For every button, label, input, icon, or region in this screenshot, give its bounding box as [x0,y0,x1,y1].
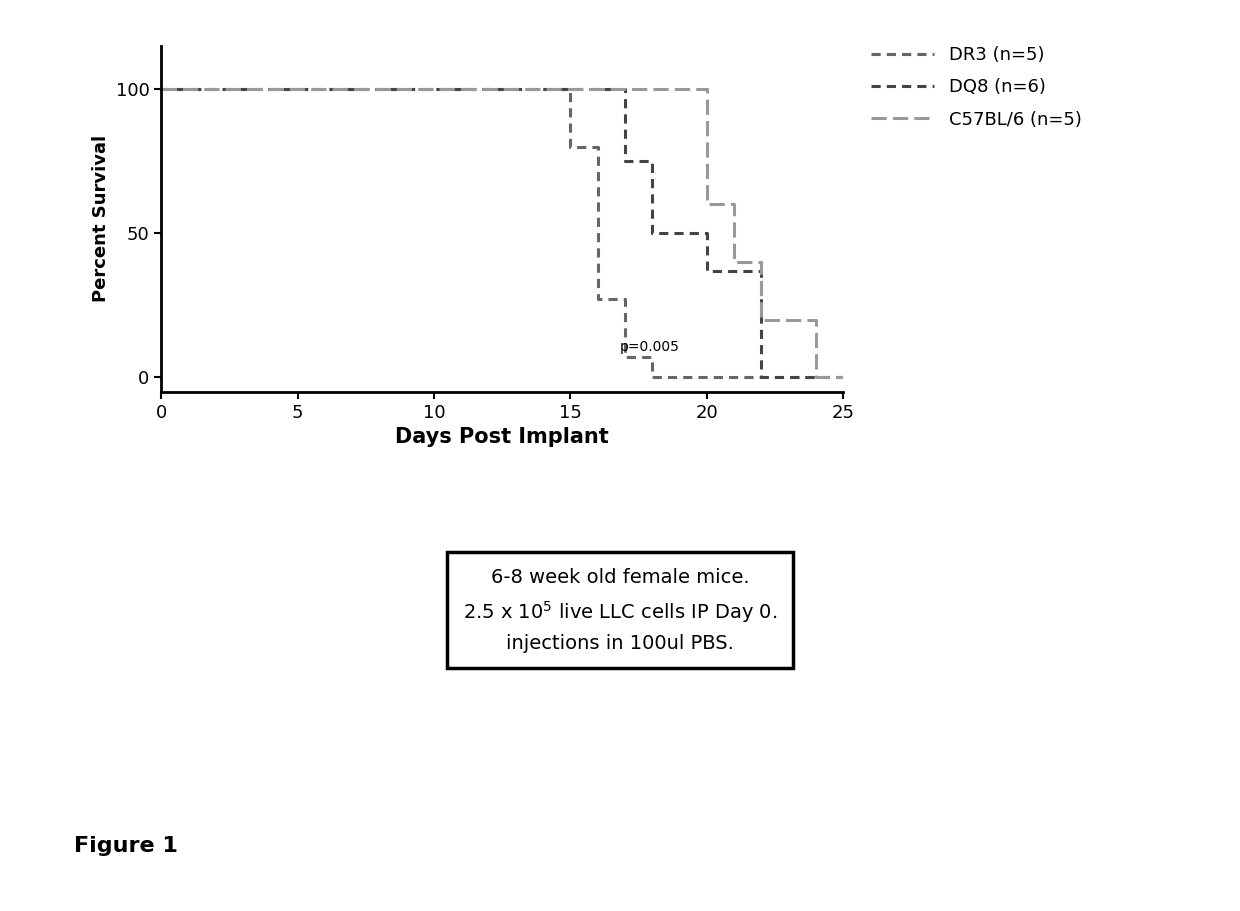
Y-axis label: Percent Survival: Percent Survival [92,135,110,302]
Text: p=0.005: p=0.005 [620,341,680,354]
X-axis label: Days Post Implant: Days Post Implant [396,427,609,447]
Text: Figure 1: Figure 1 [74,836,179,856]
Legend: DR3 (n=5), DQ8 (n=6), C57BL/6 (n=5): DR3 (n=5), DQ8 (n=6), C57BL/6 (n=5) [864,38,1089,136]
Text: 6-8 week old female mice.
2.5 x 10$^5$ live LLC cells IP Day 0.
injections in 10: 6-8 week old female mice. 2.5 x 10$^5$ l… [463,568,777,652]
